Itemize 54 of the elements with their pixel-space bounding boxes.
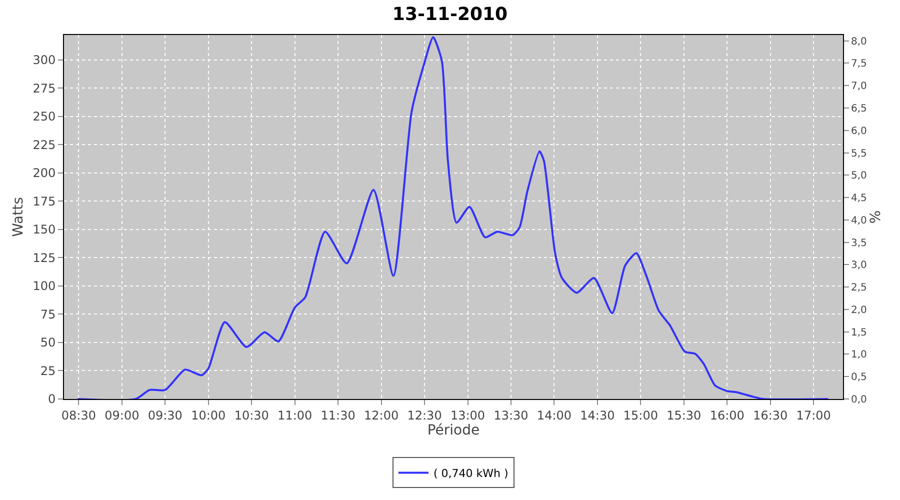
y2-tick-label: 7,0 bbox=[851, 81, 867, 92]
y2-axis-title: % bbox=[868, 210, 884, 224]
y2-tick-label: 5,0 bbox=[851, 170, 867, 182]
y2-tick-label: 1,0 bbox=[851, 350, 867, 361]
y2-tick-label: 0,5 bbox=[851, 372, 867, 384]
x-tick-label: 09:30 bbox=[148, 408, 182, 422]
legend-label: ( 0,740 kWh ) bbox=[434, 467, 508, 480]
x-tick-label: 10:30 bbox=[234, 408, 269, 422]
y2-tick-label: 5,5 bbox=[851, 148, 867, 160]
x-axis-title: Période bbox=[427, 422, 480, 438]
x-tick-label: 17:00 bbox=[796, 408, 831, 422]
y-tick-label: 150 bbox=[32, 222, 56, 237]
y-tick-label: 100 bbox=[32, 279, 56, 294]
y2-tick-label: 1,5 bbox=[851, 327, 867, 338]
y2-tick-label: 2,0 bbox=[851, 304, 867, 316]
line-series bbox=[76, 36, 830, 399]
x-tick-label: 13:30 bbox=[494, 408, 528, 422]
chart-title: 13-11-2010 bbox=[392, 4, 508, 26]
x-tick-label: 16:30 bbox=[753, 408, 788, 422]
x-tick-label: 11:30 bbox=[320, 408, 356, 422]
y2-tick-label: 7,5 bbox=[851, 58, 867, 70]
y-axis-title: Watts bbox=[10, 197, 26, 237]
y-tick-label: 50 bbox=[40, 336, 56, 350]
y2-tick-label: 3,0 bbox=[851, 260, 867, 272]
y2-tick-label: 8,0 bbox=[851, 36, 867, 48]
y-tick-label: 275 bbox=[32, 81, 56, 96]
x-tick-label: 08:30 bbox=[61, 408, 96, 422]
y-tick-label: 75 bbox=[40, 307, 56, 322]
y-tick-label: 200 bbox=[32, 166, 56, 180]
y2-tick-label: 3,5 bbox=[851, 238, 867, 249]
y2-tick-label: 0,0 bbox=[851, 394, 867, 406]
x-tick-label: 14:30 bbox=[580, 408, 615, 422]
x-tick-label: 09:00 bbox=[104, 408, 140, 422]
x-tick-label: 15:30 bbox=[666, 408, 702, 422]
x-tick-label: 11:00 bbox=[278, 408, 312, 422]
y-tick-label: 25 bbox=[40, 364, 56, 378]
x-tick-label: 10:00 bbox=[191, 408, 226, 422]
x-tick-label: 15:00 bbox=[623, 408, 658, 422]
x-tick-label: 13:00 bbox=[450, 408, 486, 422]
x-tick-label: 12:30 bbox=[407, 408, 442, 422]
y-tick-label: 125 bbox=[32, 250, 56, 265]
y2-tick-label: 4,0 bbox=[851, 215, 867, 226]
y2-tick-label: 6,5 bbox=[851, 103, 867, 114]
y2-tick-label: 4,5 bbox=[851, 193, 867, 204]
x-tick-label: 12:00 bbox=[364, 408, 399, 422]
y2-tick-label: 6,0 bbox=[851, 126, 867, 137]
x-tick-label: 14:00 bbox=[536, 408, 572, 422]
x-tick-label: 16:00 bbox=[710, 408, 744, 422]
y-tick-label: 300 bbox=[32, 53, 56, 68]
y-tick-label: 250 bbox=[32, 110, 56, 124]
y-tick-label: 225 bbox=[32, 138, 56, 152]
y-tick-label: 175 bbox=[32, 194, 56, 208]
y2-tick-label: 2,5 bbox=[851, 282, 867, 294]
y-tick-label: 0 bbox=[48, 392, 56, 406]
